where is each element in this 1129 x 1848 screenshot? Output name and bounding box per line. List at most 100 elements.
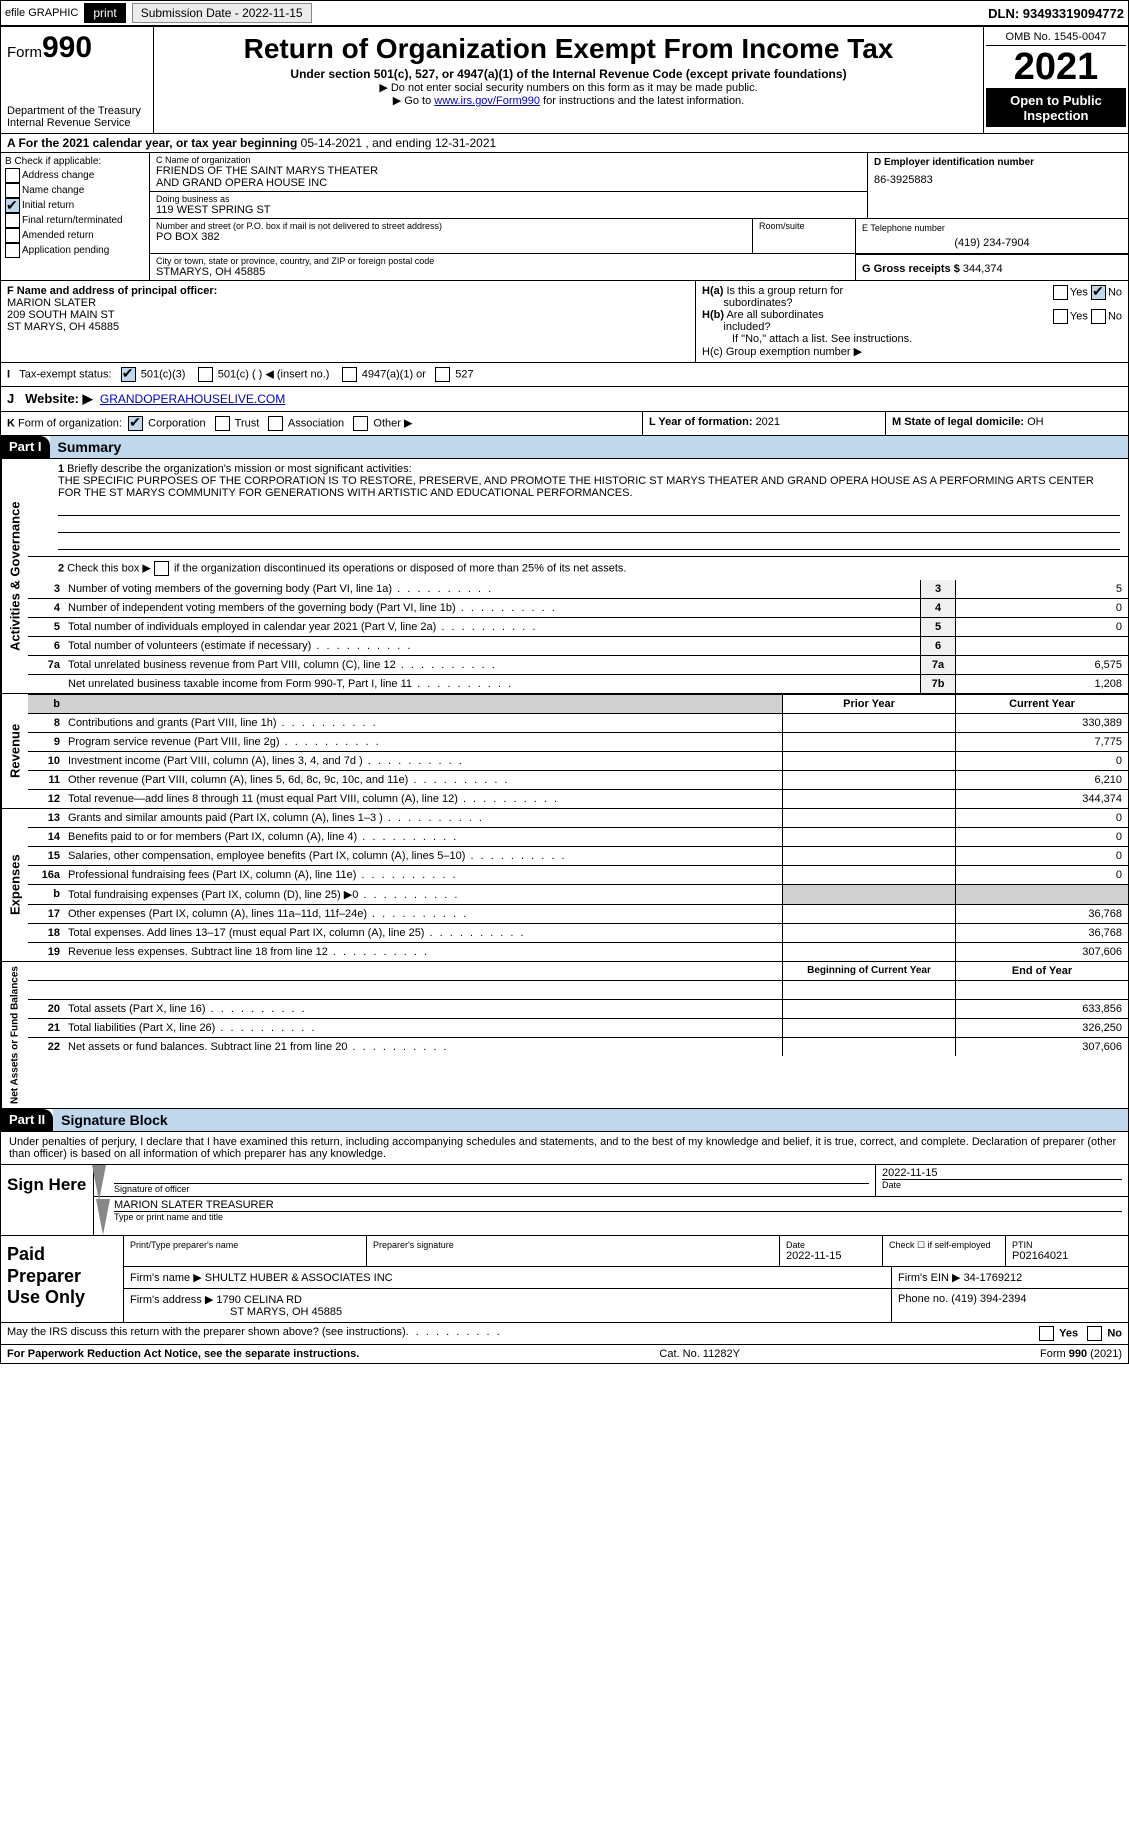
sign-here-label: Sign Here <box>1 1165 94 1235</box>
addr-value: PO BOX 382 <box>156 231 746 243</box>
chk-final-return: Final return/terminated <box>22 215 123 226</box>
chk-corp-icon[interactable] <box>128 416 143 431</box>
hb-yes-icon[interactable] <box>1053 309 1068 324</box>
gov-line: 6Total number of volunteers (estimate if… <box>28 637 1128 656</box>
rev-header-row: b Prior Year Current Year <box>28 694 1128 714</box>
gross-label: G Gross receipts $ <box>862 263 960 275</box>
may-yes: Yes <box>1059 1327 1078 1339</box>
hb-yes: Yes <box>1070 310 1088 322</box>
l-val: 2021 <box>756 416 780 428</box>
hb-no-icon[interactable] <box>1091 309 1106 324</box>
mission-line1 <box>58 501 1120 516</box>
chk-other-icon[interactable] <box>353 416 368 431</box>
chk-amended-icon[interactable] <box>5 228 20 243</box>
print-button[interactable]: print <box>84 3 125 23</box>
chk-assoc-icon[interactable] <box>268 416 283 431</box>
m-label: M State of legal domicile: <box>892 416 1027 428</box>
chk-trust-icon[interactable] <box>215 416 230 431</box>
vlabel-governance: Activities & Governance <box>1 459 28 693</box>
chk-name-change: Name change <box>22 185 84 196</box>
l-label: L Year of formation: <box>649 416 756 428</box>
gross-value: 344,374 <box>963 263 1003 275</box>
header-center: Return of Organization Exempt From Incom… <box>154 27 983 133</box>
tax-year-end: 12-31-2021 <box>435 136 496 150</box>
chk-501c-icon[interactable] <box>198 367 213 382</box>
pra-notice: For Paperwork Reduction Act Notice, see … <box>7 1348 359 1360</box>
opt-501c: 501(c) ( ) ◀ (insert no.) <box>218 368 330 380</box>
chk-amended: Amended return <box>22 230 94 241</box>
chk-final-return-icon[interactable] <box>5 213 20 228</box>
org-name-2: AND GRAND OPERA HOUSE INC <box>156 177 861 189</box>
firm-phone: (419) 394-2394 <box>951 1293 1026 1305</box>
row-klm: K Form of organization: Corporation Trus… <box>0 412 1129 436</box>
rev-line: 9Program service revenue (Part VIII, lin… <box>28 733 1128 752</box>
vlabel-netassets: Net Assets or Fund Balances <box>1 962 28 1108</box>
prep-date: 2022-11-15 <box>786 1250 876 1262</box>
f-label: F Name and address of principal officer: <box>7 285 217 297</box>
submission-date-button[interactable]: Submission Date - 2022-11-15 <box>132 3 312 23</box>
q1-label: 1 Briefly describe the organization's mi… <box>58 463 1120 475</box>
exp-line: 16aProfessional fundraising fees (Part I… <box>28 866 1128 885</box>
form-prefix: Form <box>7 44 42 61</box>
tax-year-begin: 05-14-2021 <box>301 136 362 150</box>
net-line: 21Total liabilities (Part X, line 26)326… <box>28 1019 1128 1038</box>
part1-name: Summary <box>50 436 1128 458</box>
may-no-icon[interactable] <box>1087 1326 1102 1341</box>
prep-selfemp: Check ☐ if self-employed <box>883 1236 1006 1266</box>
net-line: 22Net assets or fund balances. Subtract … <box>28 1038 1128 1056</box>
form-of-org: K Form of organization: Corporation Trus… <box>1 412 643 435</box>
city-label: City or town, state or province, country… <box>156 256 849 266</box>
omb-label: OMB No. 1545-0047 <box>986 29 1126 46</box>
may-yes-icon[interactable] <box>1039 1326 1054 1341</box>
irs-label: Internal Revenue Service <box>7 117 147 129</box>
ptin-value: P02164021 <box>1012 1250 1122 1262</box>
chk-discontinued-icon[interactable] <box>154 561 169 576</box>
ha-yes: Yes <box>1070 286 1088 298</box>
may-discuss-text: May the IRS discuss this return with the… <box>7 1326 406 1341</box>
exp-line: 17Other expenses (Part IX, column (A), l… <box>28 905 1128 924</box>
chk-501c3-icon[interactable] <box>121 367 136 382</box>
chk-527-icon[interactable] <box>435 367 450 382</box>
chk-address-change: Address change <box>22 170 94 181</box>
officer-addr2: ST MARYS, OH 45885 <box>7 321 119 333</box>
chk-address-change-icon[interactable] <box>5 168 20 183</box>
dept-label: Department of the Treasury <box>7 105 147 117</box>
part2-header: Part II Signature Block <box>0 1109 1129 1132</box>
ha-yes-icon[interactable] <box>1053 285 1068 300</box>
note-link: ▶ Go to www.irs.gov/Form990 for instruct… <box>162 94 975 107</box>
opt-4947: 4947(a)(1) or <box>362 368 426 380</box>
group-return: H(a) Is this a group return for subordin… <box>696 281 1128 362</box>
sig-date: 2022-11-15 <box>882 1167 1122 1179</box>
signer-name: MARION SLATER TREASURER <box>114 1199 1122 1212</box>
col-b-checkboxes: B Check if applicable: Address change Na… <box>1 153 150 280</box>
ptin-label: PTIN <box>1012 1240 1122 1250</box>
website-link[interactable]: GRANDOPERAHOUSELIVE.COM <box>100 392 285 406</box>
section-a-pre: A For the 2021 calendar year, or tax yea… <box>7 136 301 150</box>
ha-no-icon[interactable] <box>1091 285 1106 300</box>
section-a: A For the 2021 calendar year, or tax yea… <box>0 134 1129 153</box>
sig-date-label: Date <box>882 1179 1122 1190</box>
top-bar: efile GRAPHIC print Submission Date - 20… <box>0 0 1129 27</box>
col-curr-year: Current Year <box>955 695 1128 713</box>
principal-officer: F Name and address of principal officer:… <box>1 281 696 362</box>
row-fh: F Name and address of principal officer:… <box>0 281 1129 363</box>
m-val: OH <box>1027 416 1044 428</box>
chk-app-pending-icon[interactable] <box>5 243 20 258</box>
col-c: C Name of organization FRIENDS OF THE SA… <box>150 153 1128 280</box>
mission-text: THE SPECIFIC PURPOSES OF THE CORPORATION… <box>58 475 1120 499</box>
col-end-year: End of Year <box>955 962 1128 980</box>
efile-label: efile GRAPHIC <box>5 7 78 19</box>
part1-label: Part I <box>1 436 50 458</box>
opt-corp: Corporation <box>148 417 205 429</box>
irs-link[interactable]: www.irs.gov/Form990 <box>434 95 540 107</box>
declaration-text: Under penalties of perjury, I declare th… <box>1 1132 1128 1165</box>
dba-value: 119 WEST SPRING ST <box>156 204 861 216</box>
note-ssn: ▶ Do not enter social security numbers o… <box>162 81 975 94</box>
chk-4947-icon[interactable] <box>342 367 357 382</box>
opt-trust: Trust <box>235 417 260 429</box>
opt-527: 527 <box>455 368 473 380</box>
addr-label: Number and street (or P.O. box if mail i… <box>156 221 746 231</box>
may-no: No <box>1107 1327 1122 1339</box>
mission-line3 <box>58 535 1120 550</box>
chk-initial-return-icon[interactable] <box>5 198 20 213</box>
